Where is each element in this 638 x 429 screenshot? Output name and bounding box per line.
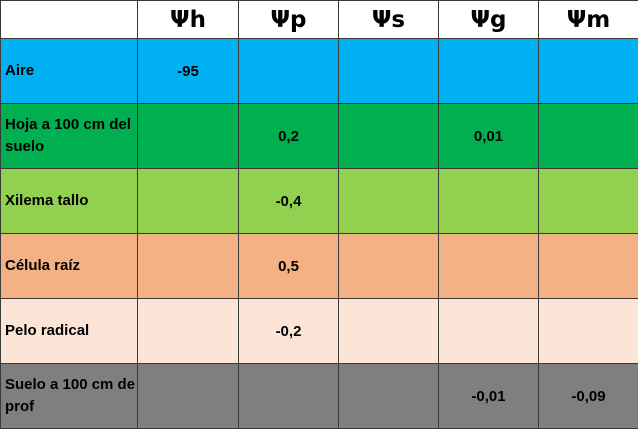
- row-label: Célula raíz: [0, 233, 138, 299]
- cell-psi-p: [238, 38, 339, 104]
- row-label: Aire: [0, 38, 138, 104]
- table-row: Xilema tallo -0,4: [0, 168, 638, 234]
- row-label: Pelo radical: [0, 298, 138, 364]
- cell-psi-s: [338, 168, 439, 234]
- header-psi-m: Ψm: [538, 0, 638, 39]
- cell-psi-g: [438, 298, 539, 364]
- table-row: Hoja a 100 cm del suelo 0,2 0,01: [0, 103, 638, 169]
- cell-psi-p: -0,4: [238, 168, 339, 234]
- cell-psi-m: -0,09: [538, 363, 638, 429]
- cell-psi-p: 0,5: [238, 233, 339, 299]
- table-row: Aire -95: [0, 38, 638, 104]
- header-psi-h: Ψh: [137, 0, 239, 39]
- header-psi-s: Ψs: [338, 0, 439, 39]
- cell-psi-s: [338, 363, 439, 429]
- cell-psi-h: [137, 233, 239, 299]
- cell-psi-p: 0,2: [238, 103, 339, 169]
- cell-psi-s: [338, 38, 439, 104]
- cell-psi-h: [137, 103, 239, 169]
- cell-psi-m: [538, 103, 638, 169]
- cell-psi-s: [338, 233, 439, 299]
- table-row: Célula raíz 0,5: [0, 233, 638, 299]
- header-corner: [0, 0, 138, 39]
- header-row: Ψh Ψp Ψs Ψg Ψm: [0, 0, 638, 39]
- cell-psi-g: 0,01: [438, 103, 539, 169]
- cell-psi-p: [238, 363, 339, 429]
- header-psi-g: Ψg: [438, 0, 539, 39]
- row-label: Suelo a 100 cm de prof: [0, 363, 138, 429]
- cell-psi-g: [438, 168, 539, 234]
- cell-psi-m: [538, 233, 638, 299]
- row-label: Hoja a 100 cm del suelo: [0, 103, 138, 169]
- cell-psi-g: [438, 233, 539, 299]
- cell-psi-h: [137, 168, 239, 234]
- cell-psi-s: [338, 298, 439, 364]
- cell-psi-m: [538, 298, 638, 364]
- header-psi-p: Ψp: [238, 0, 339, 39]
- row-label: Xilema tallo: [0, 168, 138, 234]
- cell-psi-m: [538, 168, 638, 234]
- cell-psi-p: -0,2: [238, 298, 339, 364]
- table-row: Suelo a 100 cm de prof -0,01 -0,09: [0, 363, 638, 429]
- cell-psi-h: [137, 363, 239, 429]
- cell-psi-h: [137, 298, 239, 364]
- cell-psi-g: -0,01: [438, 363, 539, 429]
- cell-psi-g: [438, 38, 539, 104]
- cell-psi-s: [338, 103, 439, 169]
- cell-psi-m: [538, 38, 638, 104]
- cell-psi-h: -95: [137, 38, 239, 104]
- table-row: Pelo radical -0,2: [0, 298, 638, 364]
